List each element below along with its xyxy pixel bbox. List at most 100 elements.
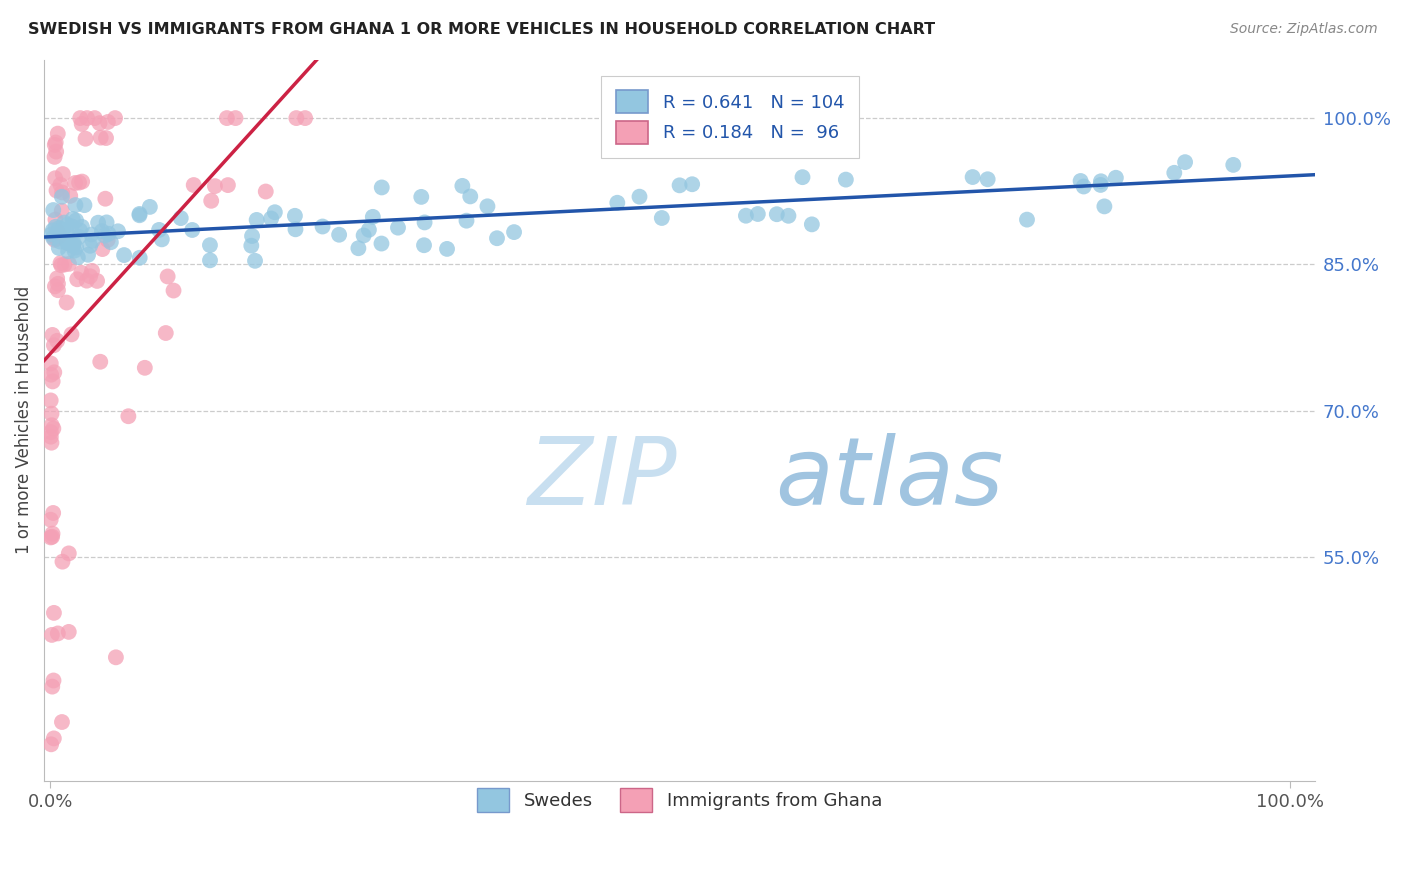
Point [70, 175, 93, 189]
Point [778, 209, 800, 223]
Point [1090, 178, 1112, 192]
Point [94, 192, 117, 206]
Point [1092, 199, 1115, 213]
Point [96, 215, 118, 229]
Point [58, 257, 80, 271]
Point [44, 233, 66, 247]
Point [155, 326, 177, 340]
Point [1222, 158, 1244, 172]
Point [73, 198, 96, 212]
Point [55, 224, 77, 238]
Point [39, 368, 62, 382]
Point [51, 714, 73, 729]
Point [39, 737, 62, 751]
Point [117, 409, 139, 424]
Point [86, 274, 108, 288]
Point [46, 224, 69, 238]
Point [53, 258, 76, 272]
Point [361, 210, 384, 224]
Point [800, 218, 823, 232]
Point [49, 178, 72, 192]
Point [80, 264, 103, 278]
Point [370, 236, 392, 251]
Point [51, 190, 73, 204]
Point [107, 224, 129, 238]
Point [1174, 155, 1197, 169]
Point [747, 207, 769, 221]
Point [260, 211, 283, 226]
Point [60, 219, 83, 234]
Point [104, 111, 127, 125]
Point [976, 172, 998, 186]
Point [128, 207, 150, 221]
Point [39, 356, 62, 370]
Point [44, 279, 66, 293]
Point [65, 240, 87, 254]
Point [55, 295, 77, 310]
Point [51, 203, 73, 218]
Point [1073, 179, 1095, 194]
Point [246, 213, 269, 227]
Point [1090, 174, 1112, 188]
Point [263, 205, 285, 219]
Point [387, 220, 409, 235]
Point [458, 189, 481, 203]
Point [156, 269, 179, 284]
Point [70, 117, 93, 131]
Point [284, 222, 307, 236]
Point [651, 211, 673, 225]
Point [328, 227, 350, 242]
Point [44, 365, 66, 379]
Point [42, 231, 65, 245]
Point [451, 178, 474, 193]
Point [41, 407, 63, 421]
Point [83, 111, 105, 125]
Point [63, 244, 86, 258]
Point [56, 218, 79, 232]
Point [56, 244, 79, 259]
Point [60, 327, 83, 342]
Point [66, 272, 89, 286]
Point [46, 271, 69, 285]
Point [42, 202, 65, 217]
Point [56, 235, 79, 250]
Point [284, 209, 307, 223]
Point [254, 185, 277, 199]
Point [51, 258, 73, 272]
Point [58, 546, 80, 560]
Point [58, 624, 80, 639]
Point [76, 111, 98, 125]
Point [62, 236, 84, 251]
Point [77, 248, 100, 262]
Point [49, 235, 72, 249]
Point [87, 216, 110, 230]
Point [41, 327, 63, 342]
Point [112, 248, 135, 262]
Point [44, 212, 66, 227]
Point [67, 176, 90, 190]
Point [835, 172, 858, 186]
Point [240, 238, 263, 252]
Point [765, 207, 787, 221]
Point [162, 284, 184, 298]
Point [44, 137, 66, 152]
Point [200, 194, 222, 208]
Point [39, 430, 62, 444]
Point [681, 178, 703, 192]
Point [42, 223, 65, 237]
Point [62, 211, 84, 226]
Point [148, 223, 170, 237]
Point [39, 530, 62, 544]
Point [735, 209, 758, 223]
Point [413, 215, 436, 229]
Point [42, 673, 65, 688]
Point [294, 111, 316, 125]
Point [183, 178, 205, 192]
Point [51, 555, 73, 569]
Point [41, 530, 63, 544]
Point [170, 211, 193, 226]
Point [46, 334, 69, 348]
Point [485, 231, 508, 245]
Point [357, 223, 380, 237]
Text: atlas: atlas [775, 433, 1002, 524]
